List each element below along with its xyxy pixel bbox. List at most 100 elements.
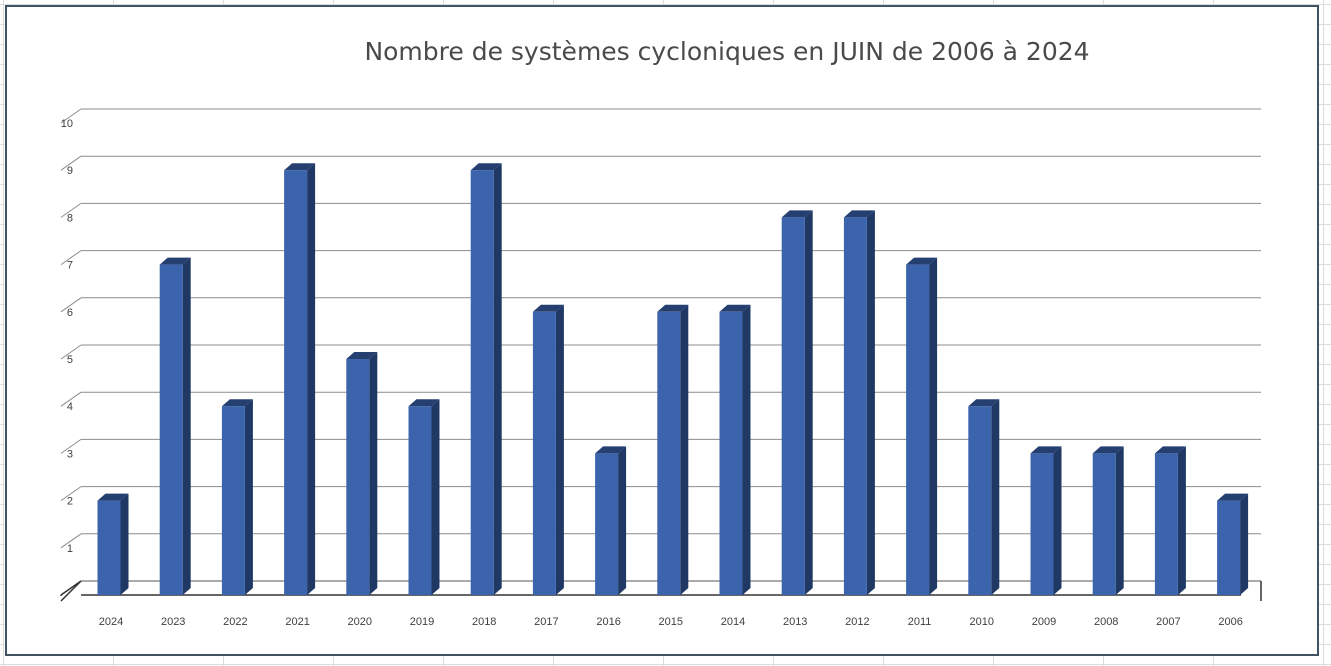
gridline-wall-1 — [60, 533, 82, 549]
y-tick-label-7: 7 — [67, 260, 73, 272]
x-tick-label-2022: 2022 — [223, 616, 247, 628]
bar-top-2016 — [595, 446, 627, 454]
bar-top-2020 — [346, 352, 378, 359]
bar-top-2017 — [532, 304, 564, 312]
x-tick-label-2017: 2017 — [534, 616, 558, 628]
bar-top-2012 — [843, 210, 875, 218]
y-tick-label-8: 8 — [67, 212, 73, 224]
bar-side-2023 — [182, 257, 191, 595]
gridline-wall-7 — [60, 250, 82, 266]
x-tick-label-2015: 2015 — [659, 616, 683, 628]
bar-top-2018 — [470, 163, 502, 171]
bar-side-2018 — [493, 163, 502, 595]
bar-top-2022 — [221, 399, 253, 407]
bar-top-2014 — [719, 304, 751, 312]
x-tick-label-2018: 2018 — [472, 616, 496, 628]
bar-top-2006 — [1217, 493, 1249, 501]
bar-top-2013 — [781, 210, 813, 218]
bar-top-2010 — [968, 399, 1000, 407]
gridline-wall-4 — [60, 391, 82, 407]
y-tick-label-6: 6 — [67, 307, 73, 319]
bar-side-2022 — [244, 399, 253, 595]
x-tick-label-2011: 2011 — [908, 616, 932, 628]
gridline-wall-10 — [60, 108, 82, 124]
bar-side-2006 — [1240, 493, 1249, 595]
chart-container[interactable]: Nombre de systèmes cycloniques en JUIN d… — [5, 5, 1319, 656]
y-tick-label-10: 10 — [61, 118, 73, 130]
gridline-wall-6 — [60, 297, 82, 313]
y-tick-label-1: 1 — [67, 543, 73, 555]
bar-2018 — [470, 170, 494, 595]
bar-top-2019 — [408, 399, 440, 407]
bar-side-2010 — [991, 399, 1000, 595]
bar-2016 — [595, 453, 619, 595]
bar-top-2011 — [906, 257, 938, 265]
bar-2013 — [781, 217, 805, 595]
x-tick-label-2012: 2012 — [845, 616, 869, 628]
bar-side-2021 — [307, 163, 316, 595]
chart-title: Nombre de systèmes cycloniques en JUIN d… — [364, 37, 1090, 66]
bar-top-2007 — [1154, 446, 1186, 454]
y-tick-label-5: 5 — [67, 354, 73, 366]
bar-side-2020 — [369, 352, 378, 595]
bar-side-2009 — [1053, 446, 1062, 595]
x-tick-label-2006: 2006 — [1218, 616, 1242, 628]
bar-top-2023 — [159, 257, 191, 265]
bar-2010 — [968, 406, 992, 595]
x-tick-label-2007: 2007 — [1156, 616, 1180, 628]
y-tick-label-9: 9 — [67, 165, 73, 177]
x-tick-label-2021: 2021 — [285, 616, 309, 628]
bar-2024 — [97, 500, 121, 595]
bar-2007 — [1154, 453, 1178, 595]
x-tick-label-2008: 2008 — [1094, 616, 1118, 628]
bar-2012 — [843, 217, 867, 595]
gridline-wall-5 — [60, 344, 82, 360]
bar-2020 — [346, 359, 370, 595]
bar-2021 — [284, 170, 308, 595]
bar-top-2009 — [1030, 446, 1062, 454]
bar-top-2021 — [284, 163, 316, 171]
bar-side-2007 — [1177, 446, 1186, 595]
bar-side-2008 — [1115, 446, 1124, 595]
x-tick-label-2010: 2010 — [970, 616, 994, 628]
bar-top-2024 — [97, 493, 129, 501]
bar-2022 — [221, 406, 245, 595]
bar-2023 — [159, 264, 183, 595]
bar-2019 — [408, 406, 432, 595]
bar-side-2024 — [120, 493, 129, 595]
y-tick-label-3: 3 — [67, 448, 73, 460]
bar-top-2015 — [657, 304, 689, 312]
bar-2015 — [657, 311, 681, 595]
x-tick-label-2023: 2023 — [161, 616, 185, 628]
bar-side-2011 — [929, 257, 938, 595]
bar-side-2016 — [618, 446, 627, 595]
bar-2008 — [1092, 453, 1116, 595]
bar-side-2013 — [804, 210, 813, 595]
bar-side-2014 — [742, 304, 751, 595]
x-tick-label-2020: 2020 — [348, 616, 372, 628]
x-tick-label-2013: 2013 — [783, 616, 807, 628]
gridline-wall-9 — [60, 155, 82, 171]
bar-side-2015 — [680, 304, 689, 595]
gridline-wall-2 — [60, 486, 82, 502]
x-tick-label-2019: 2019 — [410, 616, 434, 628]
y-tick-label-4: 4 — [67, 401, 73, 413]
y-tick-label-2: 2 — [67, 496, 73, 508]
bar-side-2017 — [555, 304, 564, 595]
bar-side-2019 — [431, 399, 440, 595]
x-tick-label-2016: 2016 — [596, 616, 620, 628]
gridline-wall-3 — [60, 438, 82, 454]
bar-side-2012 — [866, 210, 875, 595]
bar-2011 — [906, 264, 930, 595]
bar-2014 — [719, 311, 743, 595]
x-tick-label-2014: 2014 — [721, 616, 745, 628]
gridline-wall-8 — [60, 202, 82, 218]
floor-left-edge — [60, 580, 82, 602]
bar-chart-plot: 1 2 3 4 5 6 7 8 9 10 2024 2023 2022 2021 2020 2019 2018 2… — [60, 108, 1262, 628]
bar-2006 — [1217, 500, 1241, 595]
bar-top-2008 — [1092, 446, 1124, 454]
bar-2017 — [532, 311, 556, 595]
bar-2009 — [1030, 453, 1054, 595]
x-tick-label-2024: 2024 — [99, 616, 123, 628]
x-tick-label-2009: 2009 — [1032, 616, 1056, 628]
